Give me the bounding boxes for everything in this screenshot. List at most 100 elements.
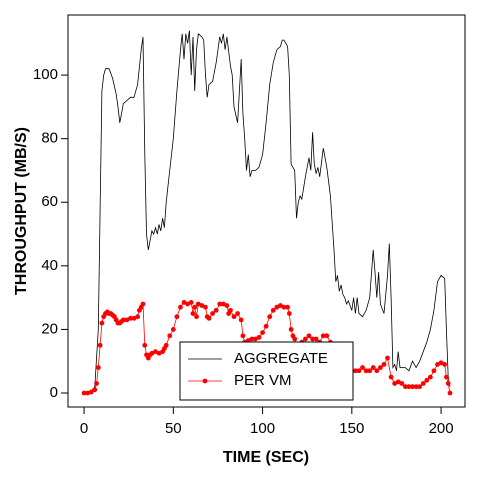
legend-label: AGGREGATE [234, 350, 328, 367]
series-point [313, 336, 319, 342]
x-tick-label: 0 [80, 420, 88, 437]
series-point [395, 379, 401, 385]
legend-label: PER VM [234, 372, 292, 389]
series-point [120, 317, 126, 323]
series-point [153, 349, 158, 355]
series-point [88, 389, 94, 395]
series-point [367, 368, 373, 374]
plot-frame [67, 14, 466, 408]
y-tick-label: 80 [41, 130, 58, 147]
series-point [431, 368, 437, 374]
series-point [178, 304, 183, 310]
y-tick-label: 40 [41, 257, 58, 274]
series-point [360, 365, 365, 370]
series-point [374, 368, 380, 374]
series-point [320, 333, 326, 339]
series-point [185, 301, 190, 307]
series-point [306, 333, 312, 339]
series-point [220, 301, 226, 307]
series-point [442, 361, 448, 367]
series-point [427, 374, 433, 380]
series-point [92, 387, 98, 393]
series-point [124, 317, 130, 323]
x-axis-title: TIME (SEC) [223, 449, 309, 466]
series-point [385, 355, 390, 361]
series-point [286, 311, 292, 316]
series-point [410, 384, 415, 390]
series-point [363, 368, 369, 374]
series-point [149, 350, 155, 356]
series-point [438, 360, 444, 366]
y-tick-label: 100 [33, 66, 58, 83]
series-point [163, 342, 169, 348]
series-point [352, 368, 358, 374]
series-point [256, 334, 262, 340]
series-point [253, 336, 258, 342]
series-point [267, 314, 273, 320]
series-point [249, 336, 255, 342]
series-point [190, 311, 196, 316]
series-point [447, 390, 453, 396]
series-point [156, 350, 162, 356]
series-point [324, 333, 330, 339]
series-point [274, 304, 280, 310]
y-tick-label: 0 [50, 384, 58, 401]
series-point [356, 368, 362, 374]
series-point [131, 315, 137, 321]
series-point [270, 307, 276, 313]
series-point [377, 365, 383, 370]
x-tick-label: 50 [165, 420, 182, 437]
series-point [142, 342, 148, 348]
series-point [206, 315, 212, 321]
series-point [81, 390, 87, 396]
series-point [213, 307, 219, 313]
series-point [370, 365, 376, 370]
series-point [288, 327, 294, 332]
series-point [199, 303, 205, 308]
series-point [420, 381, 426, 386]
series-point [94, 381, 99, 386]
series-point [281, 304, 287, 310]
series-point [417, 384, 423, 390]
series-point [174, 314, 180, 320]
series-point [140, 301, 146, 307]
legend-box [179, 341, 354, 401]
series-point [399, 381, 405, 386]
series-point [95, 365, 101, 370]
series-point [194, 314, 199, 320]
legend-point [202, 378, 208, 384]
series-point [285, 304, 290, 310]
series-point [228, 307, 233, 313]
series-point [128, 315, 133, 321]
series-point [217, 301, 223, 307]
series-point [240, 333, 246, 339]
series-point [424, 377, 430, 383]
series-point [444, 374, 449, 380]
x-tick-label: 100 [250, 420, 275, 437]
series-point [445, 381, 451, 386]
series-point [381, 361, 387, 367]
series-point [260, 330, 265, 336]
series-point [99, 320, 105, 326]
series-point [388, 374, 394, 380]
x-tick-label: 150 [339, 420, 364, 437]
series-point [170, 327, 176, 332]
series-point [303, 336, 308, 342]
series-point [278, 303, 283, 308]
series-point [435, 361, 440, 367]
series-point [406, 384, 412, 390]
series-point [188, 300, 194, 305]
series-point [167, 333, 173, 339]
series-point [210, 311, 215, 316]
series-point [231, 314, 237, 320]
series-point [238, 317, 244, 323]
series-point [402, 384, 408, 390]
series-point [203, 304, 208, 310]
series-point [195, 301, 201, 307]
y-tick-label: 60 [41, 193, 58, 210]
series-point [135, 314, 141, 320]
series-line [84, 30, 451, 394]
series-point [97, 342, 103, 348]
series-point [292, 336, 298, 342]
